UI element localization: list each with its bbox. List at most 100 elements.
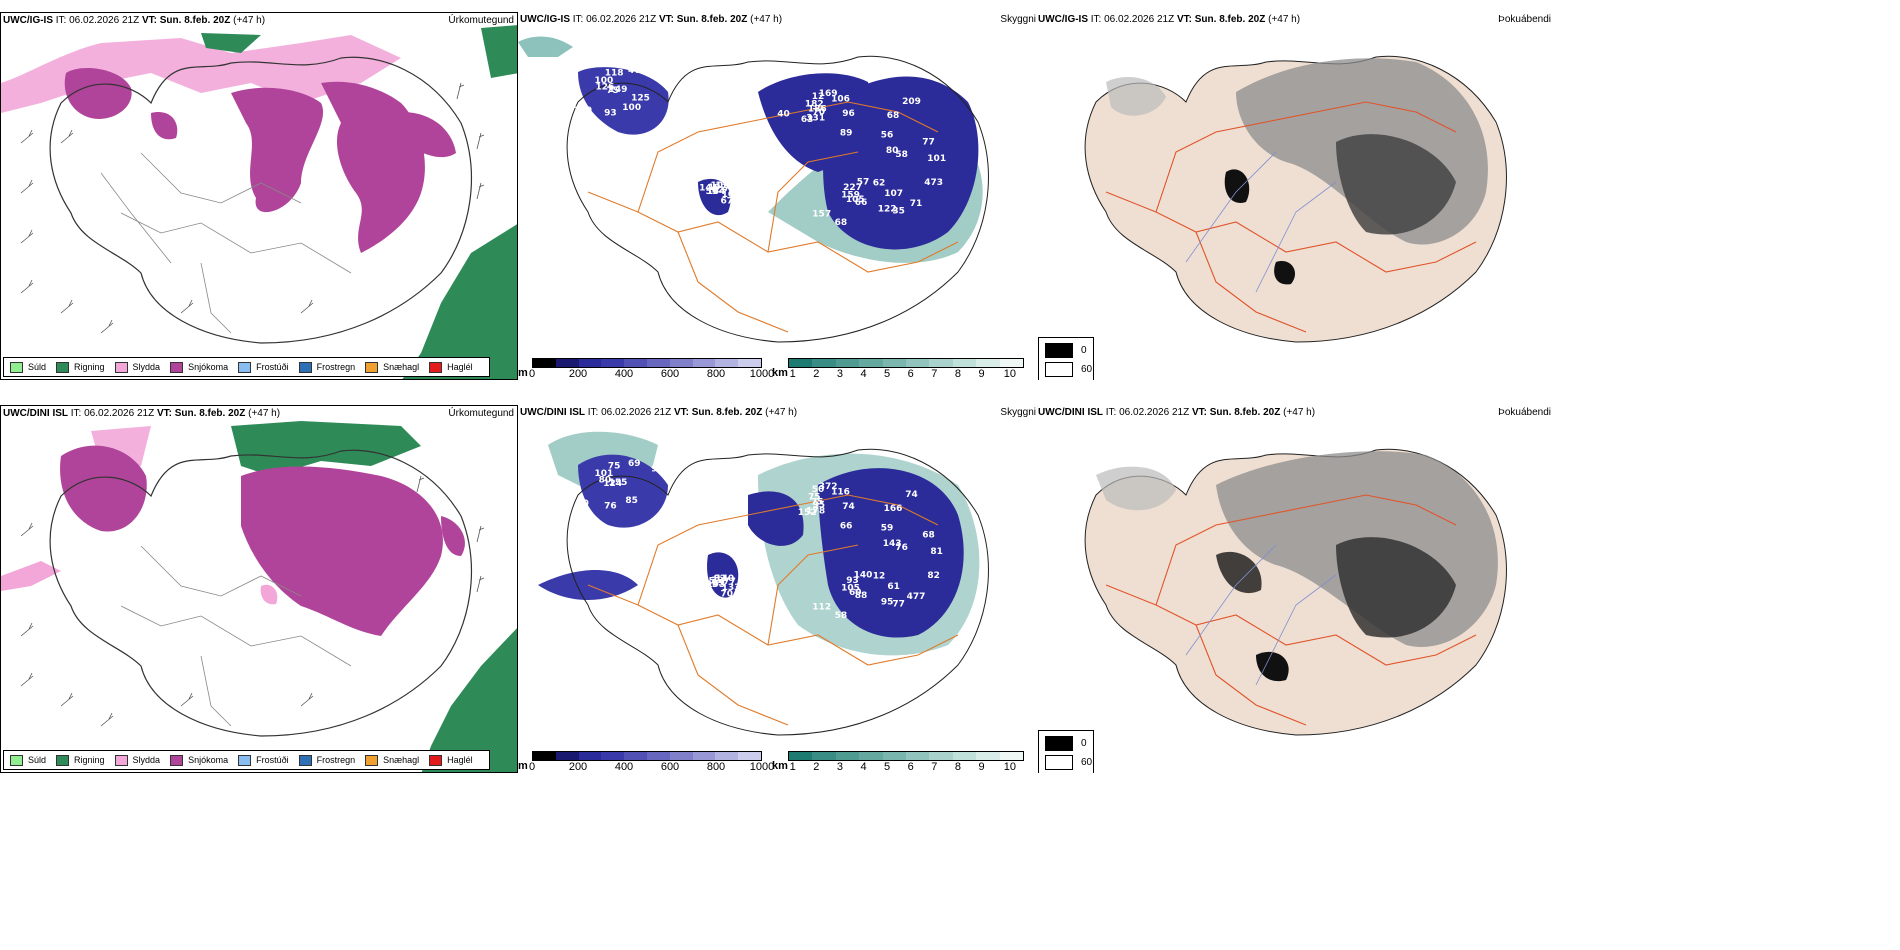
colorbar-unit: km [772,367,788,379]
colorbar-tick: 10 [1003,761,1016,773]
colorbar-swatches [532,751,762,761]
snow-depth-label: 144 [699,184,718,194]
colorbar-unit: m [518,367,528,379]
snow-visibility-panel-bottom: UWC/DINI ISL IT: 06.02.2026 21Z VT: Sun.… [518,405,1036,773]
snow-depth-label: 82 [927,571,940,581]
colorbar-swatch [578,359,602,367]
snow-depth-label: 193 [707,580,726,590]
colorbar-tick: 6 [907,368,914,380]
colorbar-swatch [952,752,977,760]
precip-type-panel-top: UWC/IG-IS IT: 06.02.2026 21Z VT: Sun. 8.… [0,12,518,380]
legend-item: Snæhagl [365,754,419,766]
colorbar-swatch [738,359,761,367]
snow-depth-label: 100 [622,103,641,113]
snow-depth-label: 107 [884,189,903,199]
snow-depth-label: 70 [813,108,826,118]
colorbar-swatch [601,752,625,760]
legend-swatch [56,754,70,766]
snow-depth-label: 76 [604,502,617,512]
legend-swatch [56,361,70,373]
snow-depth-label: 93 [846,576,859,586]
legend-swatch [114,361,128,373]
colorbar-swatch [692,359,716,367]
colorbar-tick: 3 [836,368,843,380]
snow-depth-label: 95 [881,598,894,608]
colorbar-tick: 200 [568,368,588,380]
colorbar-swatch [533,752,556,760]
snow-depth-label: 118 [605,69,624,79]
colorbar-ticks: 0 200 400 600 800 1000 [529,761,774,773]
colorbar-tick: 10 [1003,368,1016,380]
colorbar-swatches [788,358,1024,368]
colorbar-swatch [882,359,907,367]
colorbar-swatch [835,359,860,367]
snow-depth-label: 93 [651,71,664,81]
snow-depth-label: 58 [895,150,908,160]
snow-depth-label: 57 [857,178,870,188]
snow-depth-label: 75 [808,492,821,502]
snow-depth-label: 81 [930,547,943,557]
colorbar-swatch [882,752,907,760]
snow-depth-label: 116 [831,488,850,498]
legend-item: Súld [10,754,46,766]
snow-depth-label: 89 [840,129,853,139]
colorbar-tick: 2 [813,761,820,773]
colorbar-swatch [624,752,647,760]
colorbar-swatch [533,359,556,367]
colorbar-swatch [624,359,647,367]
snow-depth-label: 50 [812,485,825,495]
snow-depth-label: 59 [881,524,894,534]
colorbar-swatch [999,752,1024,760]
colorbar-ticks: 1 2 3 4 5 6 7 8 9 10 [788,761,1024,773]
snow-depth-label: 82 [712,185,725,195]
snow-depth-colorbar: m 0 200 400 600 800 1000 [518,751,774,773]
precip-legend: Súld Rigning Slydda Snjókoma Frostúði Fr… [3,750,490,770]
panel-header: UWC/DINI ISL IT: 06.02.2026 21Z VT: Sun.… [1038,407,1316,418]
snow-depth-label: 68 [887,111,900,121]
snow-depth-label: 58 [835,611,848,621]
panel-header: UWC/DINI ISL IT: 06.02.2026 21Z VT: Sun.… [3,408,281,419]
colorbar-tick: 600 [660,368,680,380]
legend-swatch [298,361,312,373]
fog-legend-item: 0 [1045,736,1087,751]
snow-depth-label: 227 [843,183,862,193]
colorbar-swatch [789,752,813,760]
colorbar-swatch [929,752,953,760]
colorbar-swatch [929,359,953,367]
legend-swatch [429,754,443,766]
snow-depth-label: 92 [651,464,664,474]
snow-depth-label: 80 [576,499,589,509]
snow-depth-label: 125 [631,94,650,104]
snow-depth-label: 126 [596,83,615,93]
snow-depth-label: 199 [573,106,592,116]
snow-depth-label: 75 [608,462,621,472]
fog-legend: 0 60 [1038,337,1094,380]
snow-depth-label: 96 [842,109,855,119]
snow-depth-label: 35 [892,207,905,217]
snow-depth-label: 61 [887,582,900,592]
legend-swatch [365,754,379,766]
snow-depth-label: 101 [927,154,946,164]
colorbar-tick: 400 [614,761,634,773]
colorbar-swatch [999,359,1024,367]
fog-legend-item: 0 [1045,343,1087,358]
snow-depth-label: 100 [595,76,614,86]
fog-map [1084,55,1507,343]
colorbar-tick: 400 [614,368,634,380]
legend-item: Slydda [114,754,160,766]
snow-depth-label: 124 [603,479,622,489]
colorbar-tick: 5 [884,368,891,380]
snow-depth-label: 178 [806,507,825,517]
legend-swatch [238,361,252,373]
precip-legend: Súld Rigning Slydda Snjókoma Frostúði Fr… [3,357,490,377]
snow-depth-label: 182 [805,99,824,109]
legend-item: Haglél [429,754,473,766]
snow-depth-label: 74 [905,490,918,500]
snow-depth-label: 77 [723,577,736,587]
colorbar-tick: 6 [907,761,914,773]
fog-legend-swatch [1045,362,1073,377]
legend-swatch [114,754,128,766]
colorbar-tick: 3 [836,761,843,773]
panel-title: Úrkomutegund [448,408,514,419]
colorbar-swatch [669,359,693,367]
